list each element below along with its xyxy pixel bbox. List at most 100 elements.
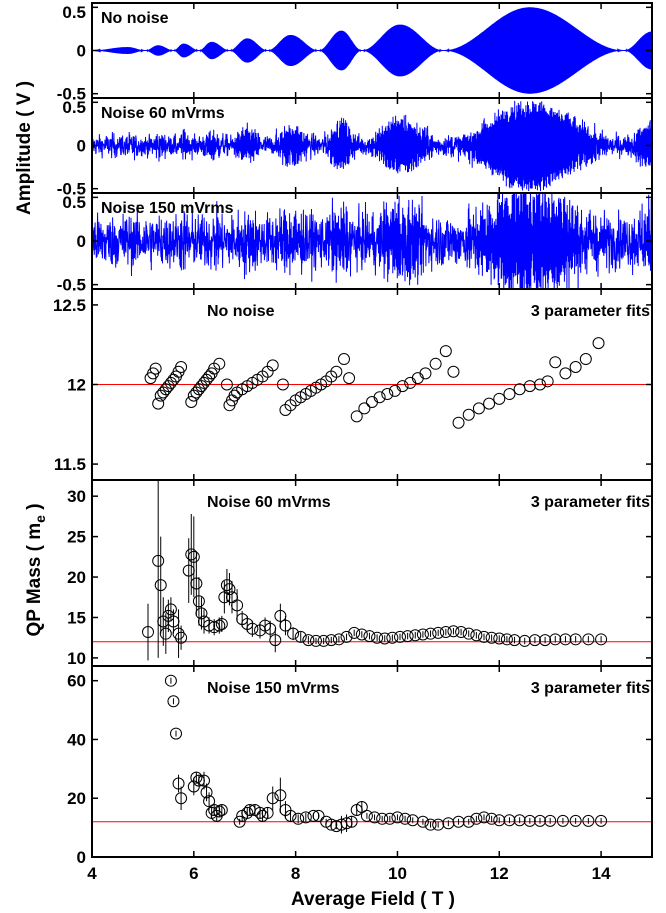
mass-b-data-point-41 [332,633,345,646]
signal-b-annotation: Noise 60 mVrms [101,105,225,122]
mass-b-data-point-2 [154,579,167,592]
mass-c-data-point-39 [355,801,368,814]
x-tick-label-5: 14 [592,864,611,883]
mass-c-data-point-57 [503,814,516,827]
mass-c-data-point-31 [312,809,325,822]
mass-b-data-point-50 [401,630,414,643]
x-tick-label-0: 4 [87,864,97,883]
mass-b-data-point-63 [500,633,513,646]
mass-b-data-point-52 [416,628,429,641]
mass-a-data-point-74 [559,367,572,380]
mass-a-data-point-57 [404,376,417,389]
panel-mass-b: 30 25 20 15 10 Noise 60 mVrms 3 parameter fits [67,479,653,668]
mass-c-annotation: Noise 150 mVrms [207,680,340,697]
mass-c-data-point-1 [167,695,180,708]
mass-b-data-point-35 [287,627,300,640]
mass-b-data-point-36 [294,630,307,643]
mass-c-data-point-0 [164,674,177,687]
mass-c-data-point-52 [462,815,475,828]
mass-a-data-point-65 [472,402,485,415]
signal-c-plot-area [92,193,652,289]
mass-c-data-point-27 [284,809,297,822]
signal-c-y-tick-label-1: 0 [77,232,86,251]
mass-b-data-point-49 [394,630,406,643]
mass-c-data-point-8 [198,774,210,787]
mass-b-data-point-1 [152,554,165,567]
mass-c-data-point-23 [261,806,274,819]
mass-c-data-point-29 [299,811,312,824]
mass-c-data-point-45 [399,812,412,825]
mass-a-data-point-77 [592,337,605,350]
mass-c-data-point-10 [203,795,216,808]
mass-c-data-point-47 [416,815,429,828]
mass-b-data-point-68 [549,633,562,646]
mass-c-data-point-40 [360,809,373,822]
mass-b-data-point-44 [355,628,368,641]
mass-a-y-tick-label-1: 12 [67,376,86,395]
mass-b-data-point-46 [371,631,384,644]
x-tick-label-2: 8 [291,864,300,883]
signal-a-signal-trace [92,7,652,94]
signal-c-signal-trace [92,193,652,289]
mass-a-data-point-3 [152,397,165,410]
mass-b-data-point-34 [279,619,292,632]
signal-b-y-tick-label-1: 0 [77,137,86,156]
mass-b-data-point-23 [223,583,236,596]
signal-a-y-tick-label-0: 0.5 [62,3,86,22]
mass-a-data-point-23 [213,357,226,370]
signal-a-plot-area [92,7,652,94]
signal-a-annotation: No noise [101,10,169,27]
mass-b-data-point-37 [302,634,315,647]
mass-a-data-point-73 [549,356,562,369]
mass-c-data-point-64 [582,814,595,827]
mass-c-data-point-63 [569,814,582,827]
mass-a-data-point-24 [220,378,233,391]
signal-b-plot-area [92,100,652,192]
mass-a-data-point-53 [373,391,386,404]
mass-b-y-tick-label-4: 10 [67,649,86,668]
mass-b-plot-area [92,480,652,661]
mass-b-data-point-71 [582,633,595,646]
mass-b-data-point-53 [424,627,437,640]
mass-b-data-point-39 [317,634,330,647]
signal-c-y-tick-label-0: 0.5 [62,193,86,212]
mass-a-data-point-71 [534,378,546,391]
x-axis-label: Average Field ( T ) [291,889,455,910]
mass-b-data-point-62 [493,632,506,645]
mass-a-annotation: No noise [207,303,275,320]
mass-b-data-point-54 [432,626,445,639]
mass-b-data-point-51 [409,629,422,642]
mass-c-data-point-21 [254,806,266,819]
mass-a-data-point-35 [266,359,279,372]
amplitude-axis-label: Amplitude ( V ) [14,81,35,215]
x-tick-label-4: 12 [490,864,509,883]
mass-a-data-point-62 [447,365,460,378]
panel-mass-c: 60 40 20 0 Noise 150 mVrms 3 parameter fits [67,665,653,867]
mass-b-data-point-56 [447,625,460,638]
mass-b-data-point-72 [595,633,608,646]
mass-c-data-point-60 [534,814,546,827]
mass-a-data-point-68 [503,388,516,401]
panel-signal-a: 0.5 0 -0.5 No noise [57,2,653,104]
mass-b-data-point-47 [378,632,391,645]
mass-a-data-point-72 [541,375,554,388]
mass-c-data-point-65 [595,814,608,827]
x-tick-label-3: 10 [388,864,407,883]
mass-a-data-point-66 [483,397,496,410]
mass-c-plot-area [92,674,652,834]
mass-b-data-point-42 [340,630,353,643]
mass-c-data-point-58 [513,814,526,827]
mass-a-data-point-2 [149,362,162,375]
mass-a-data-point-36 [276,378,289,391]
mass-b-data-point-48 [386,631,399,644]
mass-b-annotation: Noise 60 mVrms [207,494,331,511]
mass-b-data-point-67 [539,634,552,647]
mass-b-data-point-57 [455,626,468,639]
mass-b-data-point-61 [485,631,498,644]
mass-b-data-point-20 [215,617,228,630]
mass-b-data-point-69 [559,633,572,646]
mass-c-data-point-51 [452,815,465,828]
mass-c-data-point-49 [432,818,445,831]
mass-c-y-tick-label-0: 60 [67,672,86,691]
mass-a-data-point-58 [411,372,424,385]
